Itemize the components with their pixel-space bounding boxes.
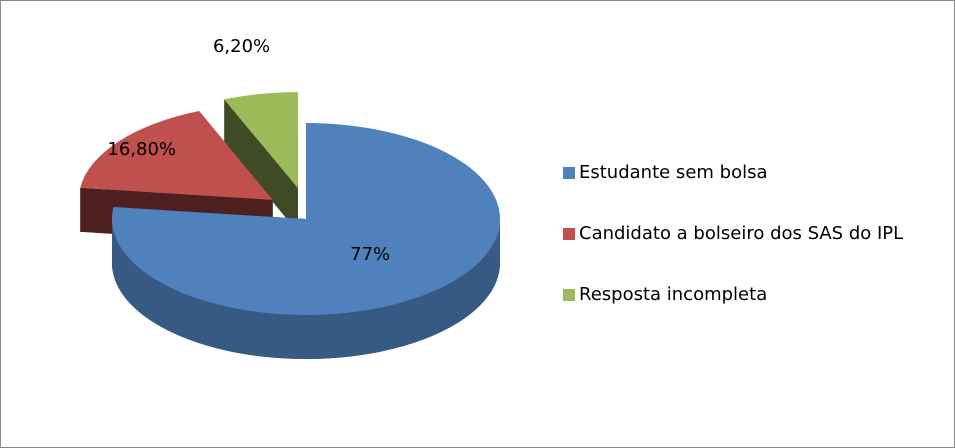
legend-swatch: [563, 167, 575, 179]
legend-label: Estudante sem bolsa: [579, 162, 768, 183]
data-label: 6,20%: [213, 36, 270, 57]
data-label: 77%: [350, 244, 390, 265]
legend-swatch: [563, 289, 575, 301]
legend-label: Candidato a bolseiro dos SAS do IPL: [579, 223, 903, 244]
slice: [224, 92, 298, 189]
data-label: 16,80%: [107, 139, 176, 160]
legend-swatch: [563, 228, 575, 240]
slice-side: [112, 219, 500, 359]
legend-label: Resposta incompleta: [579, 284, 767, 305]
slice: [111, 123, 500, 316]
slice-face: [224, 99, 298, 233]
slice: [80, 111, 273, 200]
